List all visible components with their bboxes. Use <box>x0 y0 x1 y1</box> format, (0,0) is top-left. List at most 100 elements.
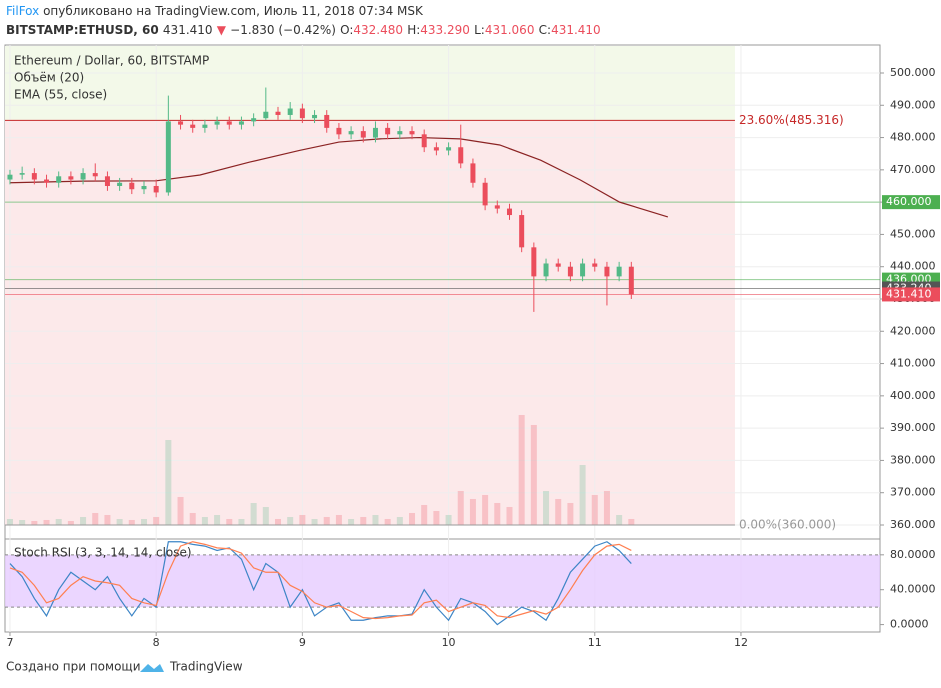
candle-body <box>555 263 561 267</box>
candle-body <box>275 111 281 115</box>
volume-bar <box>43 519 50 525</box>
volume-bar <box>555 498 562 525</box>
y-tick-label: 500.000 <box>890 66 936 79</box>
volume-bar <box>177 496 184 525</box>
volume-bar <box>140 518 147 525</box>
candle-body <box>458 147 464 164</box>
volume-bar <box>31 520 38 525</box>
volume-bar <box>628 518 635 525</box>
o: 432.480 <box>353 23 403 37</box>
volume-bar <box>518 414 525 525</box>
fib-label: 0.00%(360.000) <box>739 517 836 531</box>
candle-body <box>153 185 159 193</box>
volume-bar <box>92 512 99 525</box>
volume-bar <box>348 518 355 525</box>
price-tag-label: 431.410 <box>886 287 932 300</box>
candle-body <box>226 121 232 125</box>
candle-body <box>348 131 354 135</box>
arrow: ▼ <box>217 23 227 37</box>
y-tick-label: 400.000 <box>890 389 936 402</box>
candle-body <box>336 127 342 135</box>
candle-body <box>129 182 135 190</box>
y-tick-label: 40.0000 <box>890 583 936 596</box>
c-label: C: <box>539 23 551 37</box>
volume-bar <box>421 504 428 525</box>
stoch-band <box>5 554 880 608</box>
x-tick-label: 11 <box>588 636 602 649</box>
volume-bar <box>19 519 26 525</box>
y-tick-label: 370.000 <box>890 486 936 499</box>
o-label: O: <box>340 23 353 37</box>
y-tick-label: 80.0000 <box>890 548 936 561</box>
candle-body <box>117 182 123 186</box>
candle-body <box>251 118 257 122</box>
candle-body <box>44 179 50 183</box>
y-tick-label: 450.000 <box>890 227 936 240</box>
volume-bar <box>311 518 318 525</box>
ema-legend: EMA (55, close) <box>14 88 107 102</box>
candle-body <box>104 176 110 186</box>
candle-body <box>141 185 147 190</box>
candle-body <box>68 176 74 180</box>
candle-body <box>494 205 500 209</box>
volume-bar <box>262 506 269 525</box>
y-tick-label: 380.000 <box>890 453 936 466</box>
y-tick-label: 390.000 <box>890 421 936 434</box>
volume-bar <box>80 516 87 525</box>
x-tick-label: 12 <box>734 636 748 649</box>
stoch-line <box>9 541 632 626</box>
candle-body <box>19 173 25 175</box>
volume-bar <box>616 514 623 525</box>
stoch-line <box>9 541 632 620</box>
candle-body <box>372 127 378 138</box>
volume-bar <box>433 510 440 525</box>
l: 431.060 <box>485 23 535 37</box>
candle-body <box>519 215 525 248</box>
candle-body <box>592 263 598 267</box>
volume-bar <box>67 520 74 525</box>
candle-body <box>165 121 171 193</box>
candle-body <box>178 121 184 125</box>
volume-bar <box>543 490 550 525</box>
volume-bar <box>214 514 221 525</box>
change: −1.830 (−0.42%) <box>230 23 336 37</box>
price-tag-label: 460.000 <box>886 195 932 208</box>
candle-body <box>506 208 512 216</box>
volume-bar <box>201 516 208 525</box>
y-tick-label: 480.000 <box>890 131 936 144</box>
volume-bar <box>165 439 172 525</box>
volume-bar <box>457 490 464 525</box>
footer-brand[interactable]: TradingView <box>169 660 243 674</box>
x-tick-label: 8 <box>153 636 160 649</box>
volume-bar <box>116 518 123 525</box>
candle-body <box>56 176 62 183</box>
volume-bar <box>396 516 403 525</box>
candle-body <box>202 124 208 128</box>
footer-made: Создано при помощи <box>6 660 141 674</box>
y-tick-label: 470.000 <box>890 163 936 176</box>
volume-bar <box>299 514 306 525</box>
candle-body <box>531 247 537 277</box>
candle-body <box>7 174 13 180</box>
volume-bar <box>250 502 257 525</box>
volume-bar <box>274 518 281 525</box>
candle-body <box>214 121 220 125</box>
candle-body <box>31 173 37 180</box>
y-tick-label: 0.0000 <box>890 618 929 631</box>
y-tick-label: 440.000 <box>890 260 936 273</box>
volume-legend: Объём (20) <box>14 71 84 85</box>
volume-bar <box>530 424 537 525</box>
fib-zone <box>5 120 735 525</box>
volume-bar <box>567 502 574 525</box>
candle-body <box>482 182 488 206</box>
volume-bar <box>189 512 196 525</box>
x-tick-label: 7 <box>6 636 13 649</box>
h-label: H: <box>407 23 420 37</box>
y-tick-label: 410.000 <box>890 357 936 370</box>
volume-bar <box>603 490 610 525</box>
volume-bar <box>6 518 13 525</box>
volume-bar <box>591 494 598 525</box>
candle-body <box>190 124 196 128</box>
volume-bar <box>323 516 330 525</box>
volume-bar <box>226 518 233 525</box>
